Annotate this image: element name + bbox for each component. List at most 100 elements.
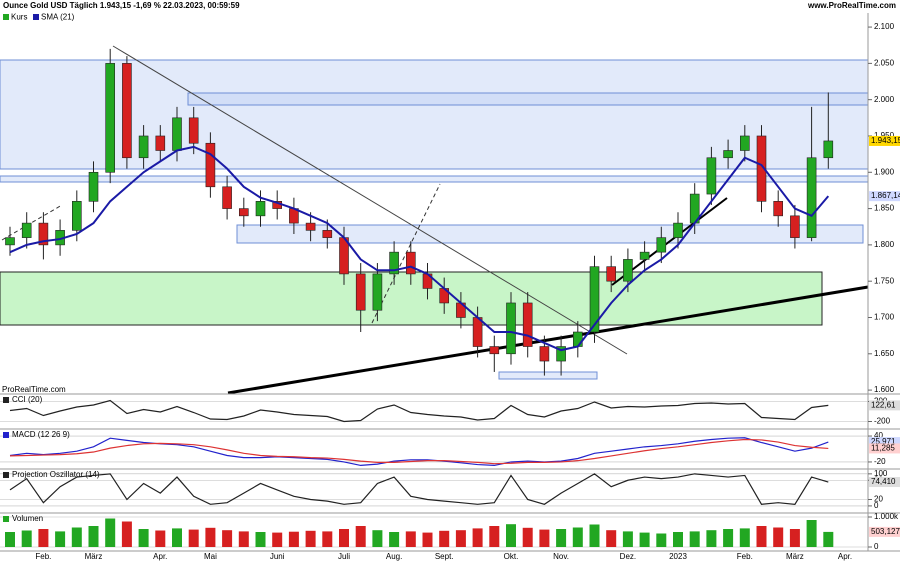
x-tick-label: Feb. — [737, 552, 753, 561]
legend-swatch — [3, 14, 9, 20]
x-tick-label: Dez. — [620, 552, 636, 561]
volume-bar — [205, 527, 216, 547]
candle-body — [806, 157, 817, 238]
panel-icon — [3, 516, 9, 522]
support-zone — [236, 224, 864, 244]
x-tick-label: Aug. — [386, 552, 402, 561]
candle-body — [88, 171, 99, 202]
candle-body — [305, 222, 316, 231]
x-tick-label: 2023 — [669, 552, 687, 561]
candle-body — [138, 135, 149, 159]
candle-body — [539, 346, 550, 362]
price-marker-label: 1.943,15 — [871, 136, 900, 145]
candle-body — [205, 142, 216, 188]
x-tick-label: Apr. — [838, 552, 852, 561]
candle-body — [506, 302, 516, 355]
panel-title: Projection Oszillator (14) — [12, 470, 100, 479]
candle-body — [72, 201, 82, 231]
candle-body — [773, 201, 784, 217]
line — [9, 437, 829, 467]
volume-bar — [288, 531, 299, 547]
y-tick-label: 1.950 — [874, 131, 895, 140]
line — [9, 473, 829, 505]
volume-bar — [272, 532, 283, 547]
candle-body — [489, 346, 500, 355]
price-marker-label: 1.867,14 — [871, 191, 900, 200]
y-tick-label: 1.900 — [874, 167, 895, 176]
support-zone — [0, 175, 869, 183]
price-marker — [869, 443, 900, 454]
x-tick-label: Feb. — [35, 552, 51, 561]
panel-title: CCI (20) — [12, 395, 43, 404]
y-tick-label: 0 — [874, 542, 879, 551]
price-marker-label: 11,285 — [871, 444, 895, 453]
volume-bar — [422, 532, 433, 547]
volume-bar — [372, 530, 383, 547]
line — [9, 438, 829, 465]
volume-bar — [405, 531, 416, 547]
legend-label: Kurs — [11, 13, 27, 22]
x-tick-label: Nov. — [553, 552, 569, 561]
panel-icon — [3, 397, 9, 403]
y-tick-label: -20 — [874, 457, 886, 466]
trend-line — [1, 204, 63, 241]
volume-bar — [522, 527, 533, 547]
candle-body — [823, 140, 834, 159]
volume-bar — [706, 530, 717, 547]
y-tick-label: 20 — [874, 495, 883, 504]
volume-bar — [255, 532, 266, 547]
candle-body — [706, 157, 717, 195]
price-marker-label: 74,410 — [871, 477, 896, 486]
candle-body — [756, 135, 767, 202]
candle-body — [405, 251, 416, 275]
candle-body — [372, 273, 383, 311]
support-zone — [498, 371, 598, 380]
x-tick-label: Okt. — [504, 552, 519, 561]
watermark: ProRealTime.com — [2, 385, 66, 394]
volume-bar — [489, 526, 500, 547]
x-tick-label: Juni — [270, 552, 285, 561]
volume-bar — [238, 531, 249, 547]
price-marker — [869, 400, 900, 411]
candle-body — [255, 201, 266, 217]
price-marker — [869, 437, 900, 448]
panel-borders — [0, 13, 900, 552]
panel-title: Volumen — [12, 514, 43, 523]
volume-bar — [339, 529, 349, 547]
y-tick-label: 100 — [874, 469, 888, 478]
volume-bar — [439, 530, 450, 547]
volume-bar — [172, 528, 182, 547]
volume-bar — [606, 530, 617, 547]
candle-body — [556, 346, 566, 362]
candle-body — [5, 237, 15, 246]
volume-bar — [789, 529, 800, 547]
candle-body — [656, 237, 667, 253]
volume-bar — [88, 526, 99, 547]
volume-bar — [155, 530, 166, 547]
volume-bar — [389, 532, 400, 547]
volume-bar — [539, 529, 550, 547]
y-tick-label: 1.000k — [874, 512, 899, 521]
candle-body — [105, 63, 115, 173]
price-marker — [869, 526, 900, 537]
volume-bar — [656, 533, 667, 547]
y-tick-label: 1.650 — [874, 349, 895, 358]
volume-bar — [739, 528, 750, 547]
y-tick-label: -200 — [874, 417, 891, 426]
volume-bar — [472, 528, 483, 547]
price-marker — [869, 135, 900, 146]
volume-bar — [673, 532, 683, 547]
trend-line — [112, 45, 628, 355]
volume-bar — [105, 518, 116, 547]
volume-bar — [756, 526, 767, 547]
volume-bar — [506, 524, 516, 547]
volume-bar — [773, 527, 784, 547]
legend-swatch — [33, 14, 39, 20]
trend-line — [227, 285, 869, 395]
x-tick-label: Mai — [204, 552, 217, 561]
y-tick-label: 1.850 — [874, 204, 895, 213]
candle-body — [673, 222, 683, 238]
x-tick-label: März — [85, 552, 103, 561]
chart-title: Ounce Gold USD Täglich 1.943,15 -1,69 % … — [3, 1, 240, 10]
candle-body — [572, 331, 583, 347]
